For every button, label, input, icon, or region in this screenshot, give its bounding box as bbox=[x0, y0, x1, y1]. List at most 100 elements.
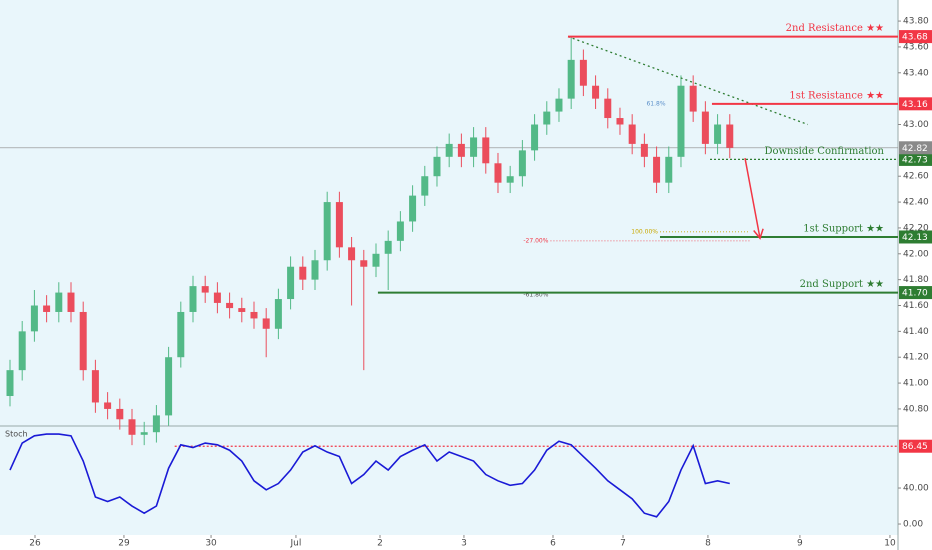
y-tick-label: 40.00 bbox=[903, 484, 929, 494]
x-tick-label: 9 bbox=[797, 539, 803, 549]
candle-body bbox=[421, 176, 429, 196]
candle-body bbox=[55, 292, 63, 312]
candle-body bbox=[348, 247, 356, 261]
candle-body bbox=[445, 143, 453, 157]
y-tick-label: 41.00 bbox=[903, 379, 929, 389]
level-name: 2nd Resistance ★★ bbox=[786, 23, 884, 34]
y-tick-label: 42.40 bbox=[903, 198, 929, 208]
candle-body bbox=[616, 118, 624, 125]
candle-body bbox=[396, 221, 404, 241]
candle-body bbox=[67, 292, 75, 312]
y-tick-label: 43.00 bbox=[903, 120, 929, 130]
candle-body bbox=[640, 143, 648, 157]
y-tick-label: 40.80 bbox=[903, 404, 929, 414]
y-tick-label: 41.60 bbox=[903, 301, 929, 311]
candle-body bbox=[628, 124, 636, 144]
candle-body bbox=[470, 137, 478, 157]
candle-body bbox=[335, 202, 343, 248]
candle-body bbox=[250, 311, 258, 319]
stoch-line bbox=[9, 433, 730, 518]
candle-body bbox=[701, 111, 709, 144]
candle-body bbox=[543, 111, 551, 125]
candle-body bbox=[213, 292, 221, 303]
candle-body bbox=[226, 302, 234, 309]
candle-body bbox=[433, 156, 441, 177]
candle-body bbox=[6, 370, 14, 397]
candle-body bbox=[152, 415, 160, 433]
level-tag bbox=[899, 30, 932, 44]
y-tick-label: 41.80 bbox=[903, 275, 929, 285]
y-tick-label: 43.80 bbox=[903, 17, 929, 27]
candle-body bbox=[18, 331, 26, 371]
y-tick-label: 0.00 bbox=[903, 520, 923, 530]
y-tick-label: 42.00 bbox=[903, 249, 929, 259]
x-tick-label: 7 bbox=[620, 539, 626, 549]
candle-body bbox=[189, 286, 197, 312]
level-tag-label: 43.16 bbox=[902, 100, 928, 110]
candle-body bbox=[592, 85, 600, 99]
indicator-title: Stoch bbox=[5, 430, 28, 439]
candle-body bbox=[91, 370, 99, 403]
fib-label: -61.80% bbox=[523, 292, 548, 299]
level-name: 1st Support ★★ bbox=[803, 223, 884, 234]
candle-body bbox=[43, 305, 51, 312]
candle-body bbox=[555, 98, 563, 112]
candle-body bbox=[140, 432, 148, 435]
candle-body bbox=[299, 266, 307, 280]
candle-body bbox=[104, 402, 112, 409]
candle-body bbox=[677, 85, 685, 157]
candle-body bbox=[409, 195, 417, 222]
candle-body bbox=[274, 299, 282, 329]
candle-body bbox=[79, 311, 87, 371]
candle-body bbox=[372, 253, 380, 267]
y-tick-label: 42.20 bbox=[903, 223, 929, 233]
candle-body bbox=[531, 124, 539, 151]
x-tick-label: 2 bbox=[377, 539, 383, 549]
y-tick-label: 42.60 bbox=[903, 172, 929, 182]
fib-label: -27.00% bbox=[523, 237, 548, 244]
fib-label: 100.00% bbox=[631, 228, 658, 235]
x-tick-label: 26 bbox=[29, 539, 41, 549]
level-tag bbox=[899, 97, 932, 111]
candle-body bbox=[604, 98, 612, 119]
level-name: 2nd Support ★★ bbox=[800, 279, 884, 290]
stoch-level-tag bbox=[899, 439, 932, 453]
candle-body bbox=[482, 137, 490, 164]
y-tick-label: 41.40 bbox=[903, 327, 929, 337]
current-price-tag bbox=[899, 141, 932, 155]
level-tag bbox=[899, 286, 932, 300]
x-tick-label: 8 bbox=[705, 539, 711, 549]
candle-body bbox=[177, 311, 185, 358]
arrow-head bbox=[753, 228, 764, 240]
candle-body bbox=[165, 357, 173, 416]
candle-body bbox=[567, 59, 575, 99]
candle-body bbox=[506, 176, 514, 183]
y-tick-label: 43.40 bbox=[903, 68, 929, 78]
candle-body bbox=[201, 286, 209, 293]
candle-body bbox=[116, 408, 124, 420]
candle-body bbox=[579, 59, 587, 86]
level-tag bbox=[899, 230, 932, 244]
candle-body bbox=[311, 260, 319, 280]
time-axis bbox=[0, 535, 898, 550]
candle-body bbox=[457, 143, 465, 157]
current-price-tag-label: 42.82 bbox=[902, 144, 928, 154]
candle-body bbox=[665, 156, 673, 183]
x-tick-label: 30 bbox=[205, 539, 217, 549]
level-tag-label: 42.73 bbox=[902, 155, 928, 165]
candle-body bbox=[360, 260, 368, 267]
x-tick-label: Jul bbox=[290, 539, 302, 549]
candle-body bbox=[726, 124, 734, 148]
stoch-level-tag-label: 86.45 bbox=[902, 442, 928, 452]
x-tick-label: 29 bbox=[118, 539, 130, 549]
x-tick-label: 3 bbox=[461, 539, 467, 549]
level-tag-label: 42.13 bbox=[902, 233, 928, 243]
y-tick-label: 41.20 bbox=[903, 353, 929, 363]
candle-body bbox=[30, 305, 38, 332]
level-name: Downside Confirmation bbox=[764, 146, 884, 157]
candle-body bbox=[494, 163, 502, 183]
candle-body bbox=[323, 202, 331, 261]
candle-body bbox=[128, 419, 136, 435]
